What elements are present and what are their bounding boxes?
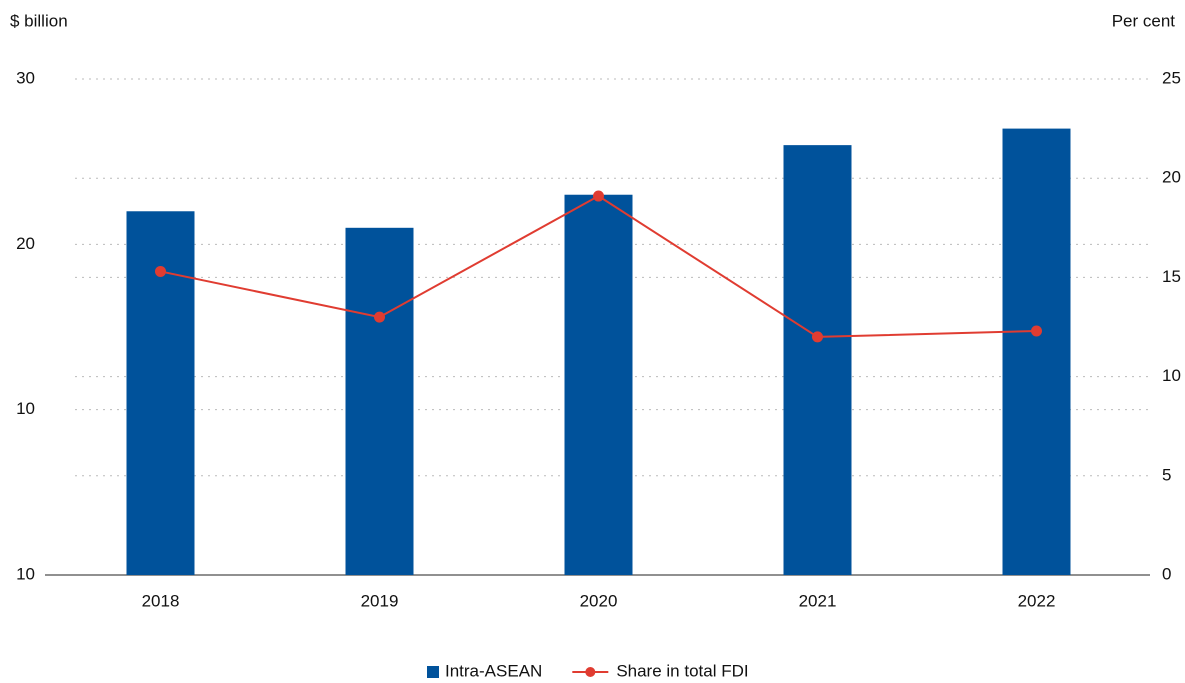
point [593, 190, 604, 202]
y-tick-label: 10 [16, 399, 35, 418]
y-tick-label: 30 [16, 68, 35, 87]
bar [126, 211, 195, 575]
x-tick-label: 2021 [799, 591, 837, 610]
legend-swatch [427, 666, 439, 678]
x-tick-label: 2019 [361, 591, 399, 610]
legend-label: Intra-ASEAN [445, 661, 542, 680]
point [812, 331, 823, 343]
y2-axis-title: Per cent [1112, 11, 1176, 30]
bar [345, 227, 414, 576]
legend-label: Share in total FDI [616, 661, 748, 680]
y2-tick-label: 15 [1162, 267, 1181, 286]
y2-tick-label: 10 [1162, 366, 1181, 385]
bar [783, 145, 852, 575]
y2-tick-label: 25 [1162, 68, 1181, 87]
bar [564, 194, 633, 575]
y-axis-title: $ billion [10, 11, 68, 30]
y2-tick-label: 5 [1162, 465, 1171, 484]
x-tick-label: 2022 [1018, 591, 1056, 610]
bar [1002, 128, 1071, 575]
y2-tick-label: 20 [1162, 168, 1181, 187]
point [155, 265, 166, 277]
x-tick-label: 2020 [580, 591, 618, 610]
point [1031, 325, 1042, 337]
legend-marker [585, 667, 596, 677]
point [374, 311, 385, 323]
y-tick-label: 20 [16, 234, 35, 253]
y2-tick-label: 0 [1162, 564, 1171, 583]
x-tick-label: 2018 [142, 591, 180, 610]
y-tick-label: 10 [16, 564, 35, 583]
